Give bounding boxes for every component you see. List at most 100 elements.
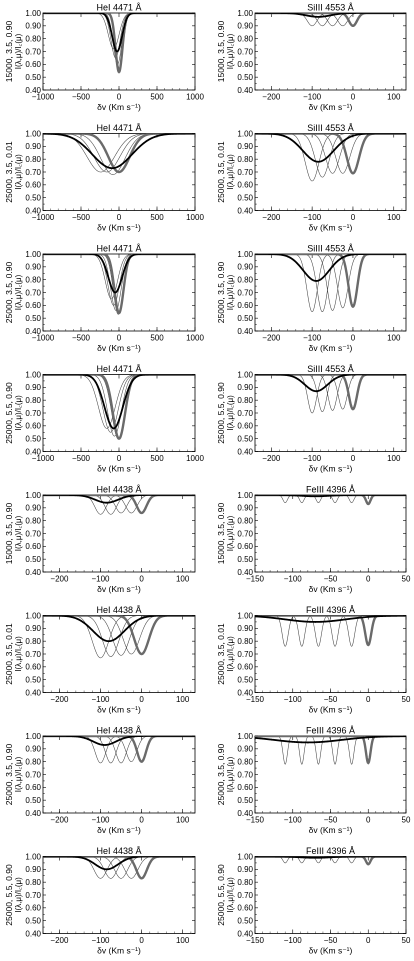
y-tick-label: 0.50 — [237, 916, 253, 925]
x-tick-label: 500 — [150, 454, 164, 463]
x-axis-label: δv (Km s⁻¹) — [309, 223, 353, 233]
y-tick-label: 0.50 — [25, 314, 41, 323]
x-tick-label: −150 — [246, 575, 265, 584]
panel-title: SiIII 4553 Å — [307, 3, 354, 13]
y-tick-label: 0.90 — [237, 504, 253, 513]
panel-title: HeI 4438 Å — [96, 485, 141, 495]
y-axis-label: I(λ,μ)/I꜀(μ) — [14, 274, 23, 310]
x-axis-label: δv (Km s⁻¹) — [97, 584, 141, 594]
row-parameter-label: 25000, 3.5, 0.90 — [4, 744, 14, 806]
y-tick-label: 0.60 — [237, 301, 253, 310]
y-tick-label: 1.00 — [25, 129, 41, 138]
row-parameter-label: 25000, 5.5, 0.90 — [4, 864, 14, 926]
x-tick-label: −100 — [91, 936, 110, 945]
y-tick-label: 0.80 — [25, 878, 41, 887]
series-integrated — [43, 374, 195, 430]
y-axis-label: I(λ,μ)/I꜀(μ) — [226, 636, 235, 672]
y-tick-label: 0.60 — [25, 904, 41, 913]
panel-7-0: 0.40 0.50 0.60 0.70 0.80 0.90 1.00 −200 −100 0 100… — [4, 846, 196, 956]
row-parameter-label: 15000, 3.5, 0.90 — [4, 21, 14, 83]
panel-title: HeI 4471 Å — [96, 364, 141, 374]
series-thin-3 — [43, 13, 195, 69]
y-axis-label: I(λ,μ)/I꜀(μ) — [226, 515, 235, 551]
y-tick-label: 0.70 — [237, 409, 253, 418]
series-integrated — [255, 736, 406, 744]
y-tick-label: 0.80 — [25, 396, 41, 405]
series-thin-0 — [255, 254, 406, 313]
panel-title: HeI 4438 Å — [96, 605, 141, 615]
series-thin-2 — [255, 374, 406, 411]
x-axis-label: δv (Km s⁻¹) — [309, 825, 353, 835]
y-tick-label: 0.60 — [237, 181, 253, 190]
y-tick-label: 1.00 — [25, 732, 41, 741]
x-tick-label: −50 — [324, 936, 338, 945]
y-tick-label: 1.00 — [25, 250, 41, 259]
series-integrated — [43, 13, 195, 53]
y-tick-label: 1.00 — [25, 9, 41, 18]
panel-0-0: 0.40 0.50 0.60 0.70 0.80 0.90 1.00 −1000 −500 0 50… — [4, 3, 204, 113]
row-parameter-label: 25000, 3.5, 0.01 — [216, 141, 226, 203]
y-tick-label: 0.70 — [237, 47, 253, 56]
panel-2-1: 0.40 0.50 0.60 0.70 0.80 0.90 1.00 −200 −100 0 100… — [216, 244, 407, 353]
x-tick-label: 50 — [402, 575, 411, 584]
y-axis-label: I(λ,μ)/I꜀(μ) — [226, 154, 235, 190]
y-tick-label: 0.40 — [25, 929, 41, 938]
row-parameter-label: 25000, 3.5, 0.01 — [4, 141, 14, 203]
panel-title: FeIII 4396 Å — [306, 846, 355, 856]
y-tick-label: 0.90 — [237, 22, 253, 31]
row-parameter-label: 25000, 3.5, 0.01 — [216, 623, 226, 685]
y-tick-label: 1.00 — [237, 852, 253, 861]
y-tick-label: 0.80 — [25, 757, 41, 766]
y-tick-label: 0.90 — [237, 263, 253, 272]
plot-frame — [254, 856, 407, 934]
y-tick-label: 0.90 — [25, 383, 41, 392]
series-reference — [43, 495, 195, 515]
y-tick-label: 0.70 — [237, 891, 253, 900]
y-tick-label: 0.70 — [25, 891, 41, 900]
row-parameter-label: 25000, 3.5, 0.90 — [4, 262, 14, 324]
y-tick-label: 0.40 — [25, 206, 41, 215]
y-tick-label: 0.80 — [237, 34, 253, 43]
x-tick-label: 0 — [139, 575, 144, 584]
panel-6-0: 0.40 0.50 0.60 0.70 0.80 0.90 1.00 −200 −100 0 100… — [4, 726, 196, 835]
y-tick-label: 1.00 — [237, 491, 253, 500]
row-parameter-label: 15000, 3.5, 0.90 — [216, 21, 226, 83]
x-tick-label: 500 — [150, 93, 164, 102]
plot-frame — [42, 856, 196, 934]
x-tick-label: 50 — [402, 816, 411, 825]
x-tick-label: 100 — [387, 213, 401, 222]
y-tick-label: 1.00 — [237, 732, 253, 741]
y-tick-label: 0.80 — [25, 275, 41, 284]
y-tick-label: 0.40 — [25, 327, 41, 336]
y-tick-label: 0.40 — [237, 206, 253, 215]
y-tick-label: 0.90 — [25, 745, 41, 754]
series-thin-1 — [43, 374, 195, 433]
x-tick-label: 100 — [387, 334, 401, 343]
x-axis-label: δv (Km s⁻¹) — [97, 223, 141, 233]
plot-frame — [42, 374, 196, 452]
x-tick-label: 0 — [366, 936, 371, 945]
y-tick-label: 0.50 — [237, 73, 253, 82]
x-tick-label: −100 — [284, 816, 303, 825]
panel-title: FeIII 4396 Å — [306, 485, 355, 495]
series-reference — [255, 133, 406, 175]
panel-0-1: 0.40 0.50 0.60 0.70 0.80 0.90 1.00 −200 −100 0 100… — [216, 3, 407, 112]
x-tick-label: −500 — [72, 454, 91, 463]
x-tick-label: 100 — [176, 816, 190, 825]
y-tick-label: 0.50 — [25, 73, 41, 82]
series-reference — [43, 856, 195, 880]
x-axis-label: δv (Km s⁻¹) — [309, 946, 353, 956]
panel-title: HeI 4438 Å — [96, 726, 141, 736]
y-tick-label: 0.60 — [237, 60, 253, 69]
x-tick-label: −100 — [91, 575, 110, 584]
y-axis-label: I(λ,μ)/I꜀(μ) — [14, 636, 23, 672]
series-integrated — [43, 856, 195, 871]
x-tick-label: −200 — [262, 213, 281, 222]
panel-title: SiIII 4553 Å — [307, 123, 354, 133]
plot-frame — [254, 615, 407, 693]
y-tick-label: 0.90 — [237, 745, 253, 754]
x-axis-label: δv (Km s⁻¹) — [309, 705, 353, 715]
y-axis-label: I(λ,μ)/I꜀(μ) — [14, 756, 23, 792]
y-tick-label: 0.90 — [25, 624, 41, 633]
y-axis-label: I(λ,μ)/I꜀(μ) — [226, 33, 235, 69]
